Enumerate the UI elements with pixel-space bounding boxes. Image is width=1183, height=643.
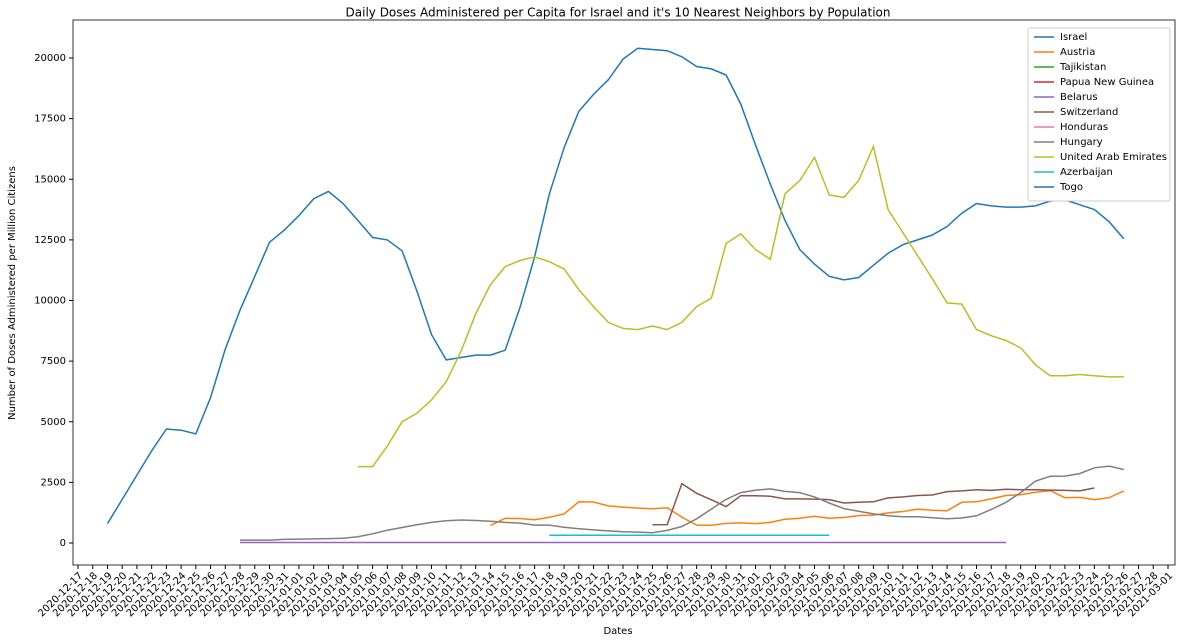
- series-line: [106, 47, 1125, 524]
- legend-box: [1027, 27, 1171, 202]
- legend-label: Togo: [1059, 182, 1083, 193]
- y-tick-label: 5000: [41, 417, 66, 428]
- y-tick-label: 12500: [34, 235, 66, 246]
- series-line: [240, 465, 1124, 541]
- y-tick-label: 0: [60, 538, 66, 549]
- series-line: [357, 144, 1124, 468]
- legend-label: Papua New Guinea: [1060, 77, 1154, 88]
- legend-label: Honduras: [1060, 122, 1108, 133]
- legend-label: Hungary: [1060, 137, 1103, 148]
- y-tick-label: 17500: [34, 114, 66, 125]
- y-tick-label: 20000: [34, 53, 66, 64]
- legend-label: Austria: [1060, 47, 1095, 58]
- legend-label: United Arab Emirates: [1060, 152, 1167, 163]
- series-line: [652, 482, 1095, 526]
- legend-label: Belarus: [1060, 92, 1098, 103]
- legend-label: Azerbaijan: [1060, 167, 1113, 178]
- x-axis-label: Dates: [603, 626, 632, 637]
- y-tick-label: 15000: [34, 174, 66, 185]
- y-tick-label: 7500: [41, 356, 66, 367]
- legend-label: Tajikistan: [1059, 62, 1106, 73]
- chart-title: Daily Doses Administered per Capita for …: [346, 6, 891, 20]
- legend-label: Israel: [1060, 32, 1087, 43]
- legend-label: Switzerland: [1060, 107, 1118, 118]
- axes-frame: [72, 19, 1176, 566]
- y-tick-label: 10000: [34, 296, 66, 307]
- y-axis-label: Number of Doses Administered per Million…: [7, 166, 18, 420]
- y-tick-label: 2500: [41, 477, 66, 488]
